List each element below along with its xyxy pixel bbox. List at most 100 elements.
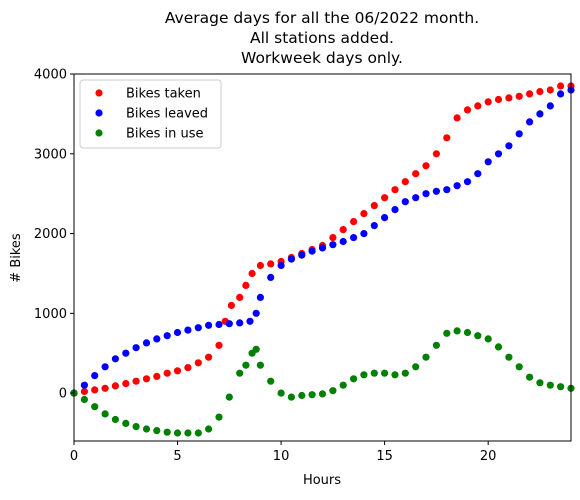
data-point (443, 134, 451, 142)
data-point (111, 355, 119, 363)
data-point (546, 86, 554, 94)
data-point (252, 309, 260, 317)
data-point (370, 369, 378, 377)
x-tick-label: 5 (173, 449, 181, 464)
data-point (422, 190, 430, 198)
data-point (526, 373, 534, 381)
data-point (194, 324, 202, 332)
data-point (80, 395, 88, 404)
data-point (91, 372, 99, 380)
data-point (546, 102, 554, 110)
data-point (526, 90, 534, 98)
data-point (184, 364, 192, 372)
data-point (101, 363, 109, 371)
data-point (80, 387, 88, 396)
data-point (391, 186, 399, 194)
data-point (256, 361, 264, 369)
y-axis-ticks: 0 1000 2000 3000 4000 (34, 68, 74, 402)
data-point (474, 102, 482, 110)
data-point (360, 210, 368, 218)
data-point (101, 384, 109, 392)
data-point (142, 425, 151, 433)
chart-title-line-2: All stations added. (250, 29, 394, 47)
data-point (215, 413, 223, 421)
data-point (225, 393, 233, 401)
data-point (225, 320, 233, 328)
legend-label: Bikes taken (126, 87, 201, 102)
data-point (401, 178, 409, 186)
data-point (184, 326, 192, 334)
data-point (339, 226, 347, 234)
data-point (215, 341, 223, 349)
legend-marker (95, 129, 103, 137)
data-point (277, 389, 285, 397)
data-point (163, 369, 171, 377)
legend-marker (95, 109, 103, 117)
data-point (194, 359, 202, 367)
data-point (494, 343, 503, 351)
data-point (339, 237, 347, 246)
data-point (277, 261, 285, 270)
data-point (267, 377, 275, 385)
data-point (122, 380, 130, 388)
data-point (242, 361, 250, 369)
data-point (173, 429, 182, 437)
data-point (173, 328, 182, 337)
data-point (401, 369, 409, 377)
data-point (242, 281, 250, 289)
data-point (422, 353, 430, 361)
data-point (381, 369, 389, 377)
series-2 (70, 86, 575, 397)
data-point (267, 260, 275, 268)
data-point (463, 178, 472, 186)
legend-label: Bikes in use (126, 127, 204, 142)
y-tick-label: 2000 (34, 227, 67, 242)
data-point (80, 381, 88, 389)
data-point (101, 410, 109, 418)
data-point (505, 94, 513, 102)
data-point (443, 186, 451, 194)
data-point (474, 332, 482, 340)
data-point (142, 375, 151, 383)
data-point (432, 341, 440, 349)
data-point (422, 162, 430, 170)
data-point (236, 369, 244, 377)
data-point (91, 386, 99, 394)
data-point (484, 98, 492, 106)
data-point (453, 327, 461, 335)
chart-title-line-1: Average days for all the 06/2022 month. (165, 9, 479, 27)
x-tick-label: 20 (480, 449, 497, 464)
data-point (536, 379, 544, 387)
data-point (248, 269, 256, 278)
data-point (329, 234, 337, 242)
data-point (339, 381, 347, 389)
y-tick-label: 3000 (34, 147, 67, 162)
data-point (360, 371, 368, 379)
data-point (205, 321, 213, 329)
data-point (267, 273, 275, 281)
data-point (236, 319, 244, 327)
chart-title: Average days for all the 06/2022 month. … (165, 9, 479, 67)
data-point (546, 381, 554, 389)
data-point (142, 339, 151, 347)
data-point (194, 429, 202, 437)
y-tick-label: 0 (59, 387, 67, 402)
data-point (526, 118, 534, 126)
data-point (287, 255, 295, 263)
data-point (287, 393, 295, 401)
x-axis-label: Hours (303, 473, 341, 488)
data-point (318, 244, 327, 252)
data-point (484, 335, 492, 343)
data-point (360, 230, 368, 238)
data-point (370, 202, 378, 210)
legend-marker (95, 89, 103, 97)
legend-label: Bikes leaved (126, 107, 208, 122)
data-point (412, 363, 420, 371)
data-point (432, 150, 440, 158)
data-point (122, 349, 130, 357)
data-point (463, 106, 472, 114)
data-point (432, 187, 440, 195)
data-point (494, 95, 503, 104)
data-point (494, 150, 503, 158)
